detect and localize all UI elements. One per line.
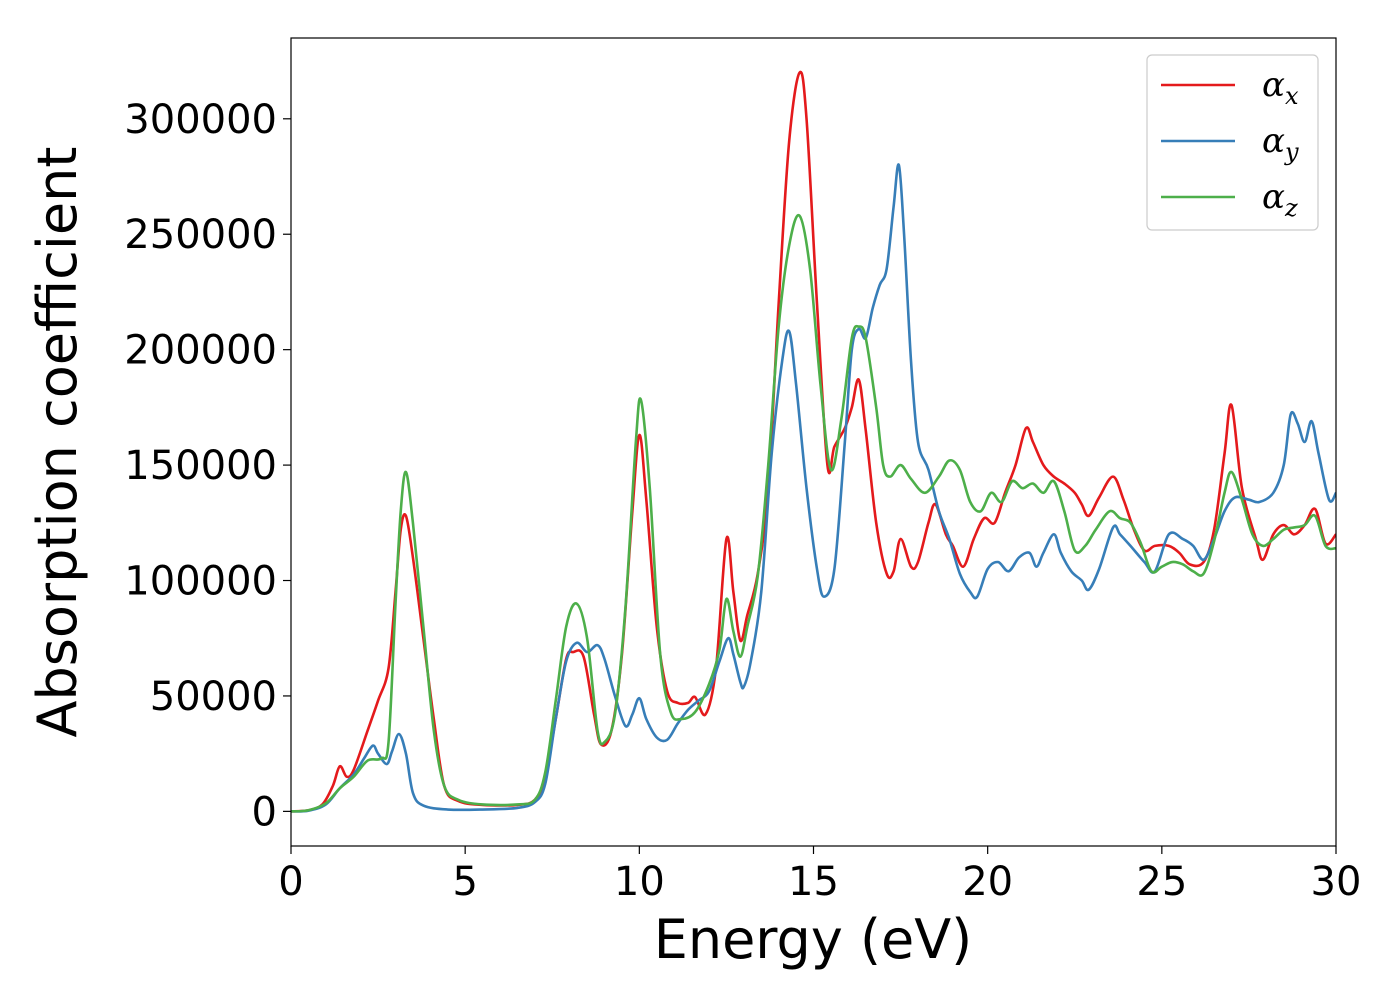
x-axis-label: Energy (eV) — [654, 908, 973, 971]
legend-frame — [1146, 54, 1319, 231]
y-tick-label: 50000 — [150, 674, 277, 720]
series-layer — [291, 70, 1336, 813]
legend-label-z: αz — [1262, 177, 1298, 222]
legend-label-y: αy — [1262, 121, 1299, 166]
x-tick-label: 10 — [614, 859, 665, 905]
y-tick-label: 0 — [252, 789, 277, 835]
y-axis: 0 50000 100000 150000 200000 250000 300000 — [124, 97, 291, 835]
x-tick-label: 0 — [278, 859, 303, 905]
y-tick-label: 250000 — [124, 212, 277, 258]
x-tick-label: 25 — [1136, 859, 1187, 905]
y-tick-label: 100000 — [124, 559, 277, 605]
x-tick-label: 5 — [452, 859, 477, 905]
legend: αx αy αz — [1146, 54, 1319, 231]
series-line-z — [291, 213, 1336, 813]
x-tick-label: 15 — [788, 859, 839, 905]
y-tick-label: 200000 — [124, 328, 277, 374]
y-axis-label: Absorption coefficient — [26, 147, 89, 738]
x-axis: 0 5 10 15 20 25 30 — [278, 846, 1361, 905]
x-tick-label: 30 — [1311, 859, 1362, 905]
y-tick-label: 300000 — [124, 97, 277, 143]
x-tick-label: 20 — [962, 859, 1013, 905]
y-tick-label: 150000 — [124, 443, 277, 489]
series-line-y — [291, 163, 1336, 813]
legend-label-x: αx — [1262, 65, 1299, 110]
